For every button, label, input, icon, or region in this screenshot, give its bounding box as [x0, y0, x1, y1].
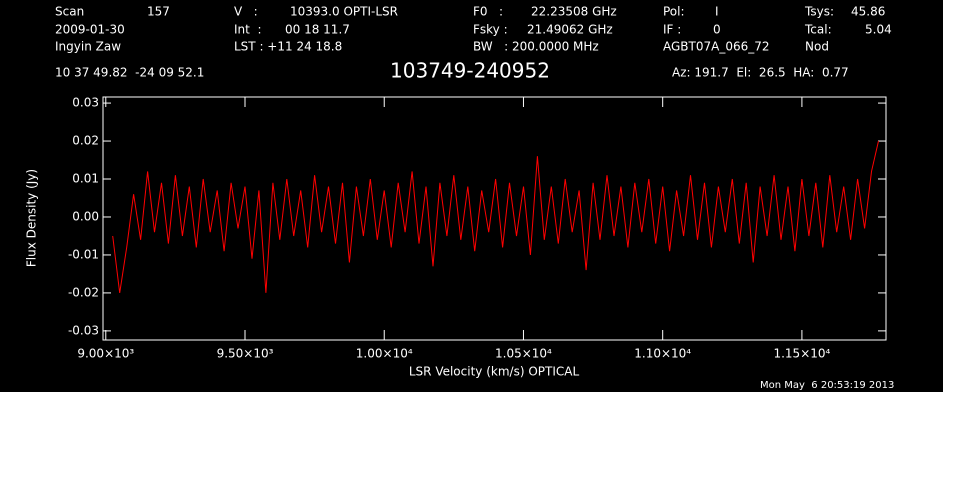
y-axis-label: Flux Density (Jy)	[25, 169, 39, 267]
header-text: I	[715, 5, 719, 19]
header-text: 45.86	[851, 5, 885, 19]
x-tick-label: 1.15×10⁴	[773, 347, 830, 361]
y-tick-label: 0.01	[72, 172, 99, 186]
header-text: 2009-01-30	[55, 23, 125, 37]
chart-title: 103749-240952	[390, 59, 550, 83]
header-text: Tcal:	[804, 23, 832, 37]
header-text: Pol:	[663, 5, 685, 19]
timestamp: Mon May 6 20:53:19 2013	[760, 380, 894, 391]
header-text: Scan	[55, 5, 84, 19]
header-text: 10 37 49.82 -24 09 52.1	[55, 66, 204, 80]
x-tick-label: 9.50×10³	[217, 347, 274, 361]
header-text: IF :	[663, 23, 681, 37]
header-text: Nod	[805, 40, 829, 54]
y-tick-label: -0.01	[68, 247, 99, 261]
x-tick-label: 9.00×10³	[77, 347, 134, 361]
x-tick-label: 1.05×10⁴	[495, 347, 552, 361]
header-text: Fsky :	[473, 23, 508, 37]
x-tick-label: 1.10×10⁴	[634, 347, 691, 361]
header-text: 0	[713, 23, 721, 37]
header-text: BW : 200.0000 MHz	[473, 40, 599, 54]
x-axis-label: LSR Velocity (km/s) OPTICAL	[409, 365, 580, 379]
header-text: V :	[234, 5, 258, 19]
header-text: 10393.0 OPTI-LSR	[290, 5, 398, 19]
header-text: F0 :	[473, 5, 503, 19]
background	[0, 0, 943, 392]
header-text: 00 18 11.7	[285, 23, 350, 37]
header-text: 157	[147, 5, 170, 19]
header-text: AGBT07A_066_72	[663, 40, 770, 54]
header-text: Az: 191.7 El: 26.5 HA: 0.77	[672, 66, 849, 80]
y-tick-label: 0.02	[72, 134, 99, 148]
y-tick-label: 0.00	[72, 209, 99, 223]
header-text: 22.23508 GHz	[531, 5, 617, 19]
y-tick-label: -0.03	[68, 323, 99, 337]
x-tick-label: 1.00×10⁴	[356, 347, 413, 361]
header-text: 5.04	[865, 23, 892, 37]
header-text: LST : +11 24 18.8	[234, 40, 342, 54]
y-tick-label: -0.02	[68, 285, 99, 299]
header-text: Ingyin Zaw	[55, 40, 121, 54]
header-text: 21.49062 GHz	[527, 23, 613, 37]
y-tick-label: 0.03	[72, 96, 99, 110]
spectrum-line	[112, 140, 879, 293]
header-text: Int :	[234, 23, 262, 37]
plot-frame	[102, 96, 887, 341]
header-text: Tsys:	[804, 5, 834, 19]
